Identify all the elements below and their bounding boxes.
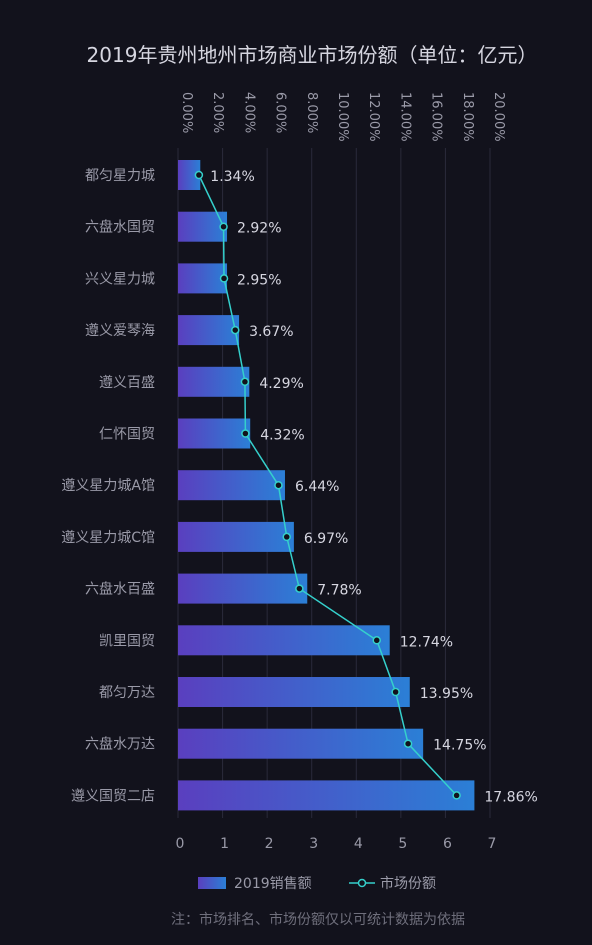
share-label: 4.32%: [260, 428, 304, 444]
bar: [178, 728, 424, 759]
bar: [178, 625, 390, 656]
chart-title: 2019年贵州地州市场商业市场份额（单位：亿元）: [87, 43, 538, 67]
category-label: 六盘水国贸: [85, 219, 155, 236]
top-tick-label: 0.00%: [179, 92, 194, 133]
top-tick-label: 18.00%: [460, 92, 475, 142]
top-tick-label: 6.00%: [273, 92, 288, 133]
bar-series: [178, 160, 475, 811]
category-label: 遵义星力城A馆: [61, 477, 155, 494]
category-label: 遵义百盛: [99, 374, 155, 391]
bar: [178, 521, 294, 552]
bar: [178, 573, 308, 604]
share-point: [231, 325, 240, 335]
bottom-tick-label: 4: [354, 836, 363, 852]
share-label: 1.34%: [210, 169, 254, 185]
category-label: 遵义爱琴海: [85, 322, 155, 339]
bottom-tick-label: 3: [309, 836, 318, 852]
bottom-tick-label: 6: [443, 836, 452, 852]
bar: [178, 160, 201, 190]
category-label: 凯里国贸: [99, 633, 155, 649]
share-label: 13.95%: [420, 686, 473, 702]
share-point: [452, 791, 461, 800]
category-labels: 都匀星力城六盘水国贸兴义星力城遵义爱琴海遵义百盛仁怀国贸遵义星力城A馆遵义星力城…: [61, 168, 155, 804]
bar: [178, 263, 228, 294]
category-label: 都匀万达: [99, 685, 155, 701]
share-label: 3.67%: [249, 324, 293, 340]
category-label: 遵义国贸二店: [71, 787, 155, 804]
share-label: 17.86%: [484, 789, 537, 805]
line-series: 1.34% 2.92% 2.95% 3.67% 4.29% 4.32% 6.44% 6.97%…: [194, 169, 538, 805]
top-tick-label: 4.00%: [241, 92, 256, 133]
share-label: 2.95%: [237, 272, 281, 288]
top-tick-label: 16.00%: [429, 92, 444, 142]
category-label: 兴义星力城: [85, 271, 155, 287]
footnote: 注：市场排名、市场份额仅以可统计数据为依据: [171, 911, 465, 928]
share-label: 12.74%: [400, 634, 453, 650]
bottom-axis: 0 1 2 3 4 5 6 7: [176, 836, 497, 852]
bottom-tick-label: 7: [488, 836, 497, 852]
top-tick-label: 20.00%: [491, 92, 506, 142]
bottom-tick-label: 5: [398, 836, 407, 852]
share-point: [194, 170, 204, 180]
bar: [178, 366, 250, 397]
bottom-tick-label: 0: [176, 836, 185, 852]
bar: [178, 780, 475, 811]
top-tick-label: 8.00%: [304, 92, 319, 133]
top-axis: 0.00% 2.00% 4.00% 6.00% 8.00% 10.00% 12.00% 14.…: [179, 92, 506, 142]
share-point: [403, 739, 413, 748]
share-label: 14.75%: [433, 738, 486, 754]
legend-line-label: 市场份额: [380, 875, 436, 892]
top-tick-label: 12.00%: [366, 92, 381, 142]
share-label: 2.92%: [237, 221, 281, 237]
share-point: [274, 480, 283, 490]
category-label: 仁怀国贸: [99, 427, 155, 443]
share-point: [240, 377, 250, 387]
category-label: 都匀星力城: [85, 168, 155, 184]
category-label: 遵义星力城C馆: [61, 529, 155, 546]
share-point: [282, 532, 291, 542]
legend-bar-label: 2019销售额: [234, 876, 312, 892]
top-tick-label: 2.00%: [210, 92, 225, 133]
bar: [178, 315, 240, 346]
top-tick-label: 14.00%: [397, 92, 412, 142]
share-point: [219, 222, 228, 231]
category-label: 六盘水百盛: [85, 581, 155, 598]
bottom-tick-label: 2: [265, 836, 274, 852]
share-point: [391, 687, 400, 697]
bar: [178, 677, 410, 707]
bar: [178, 418, 251, 449]
legend-line-marker: [357, 878, 367, 888]
category-label: 六盘水万达: [85, 736, 155, 753]
share-point: [372, 636, 381, 645]
share-label: 4.29%: [259, 376, 303, 392]
share-point: [241, 429, 250, 438]
share-label: 6.44%: [295, 479, 339, 495]
legend-bar-swatch: [198, 877, 226, 889]
legend: 2019销售额 市场份额: [198, 875, 436, 892]
bar: [178, 470, 285, 501]
top-tick-label: 10.00%: [335, 92, 350, 142]
bottom-tick-label: 1: [220, 836, 229, 852]
share-label: 6.97%: [304, 531, 348, 547]
share-point: [219, 274, 229, 283]
share-label: 7.78%: [317, 583, 361, 599]
share-point: [295, 584, 304, 593]
